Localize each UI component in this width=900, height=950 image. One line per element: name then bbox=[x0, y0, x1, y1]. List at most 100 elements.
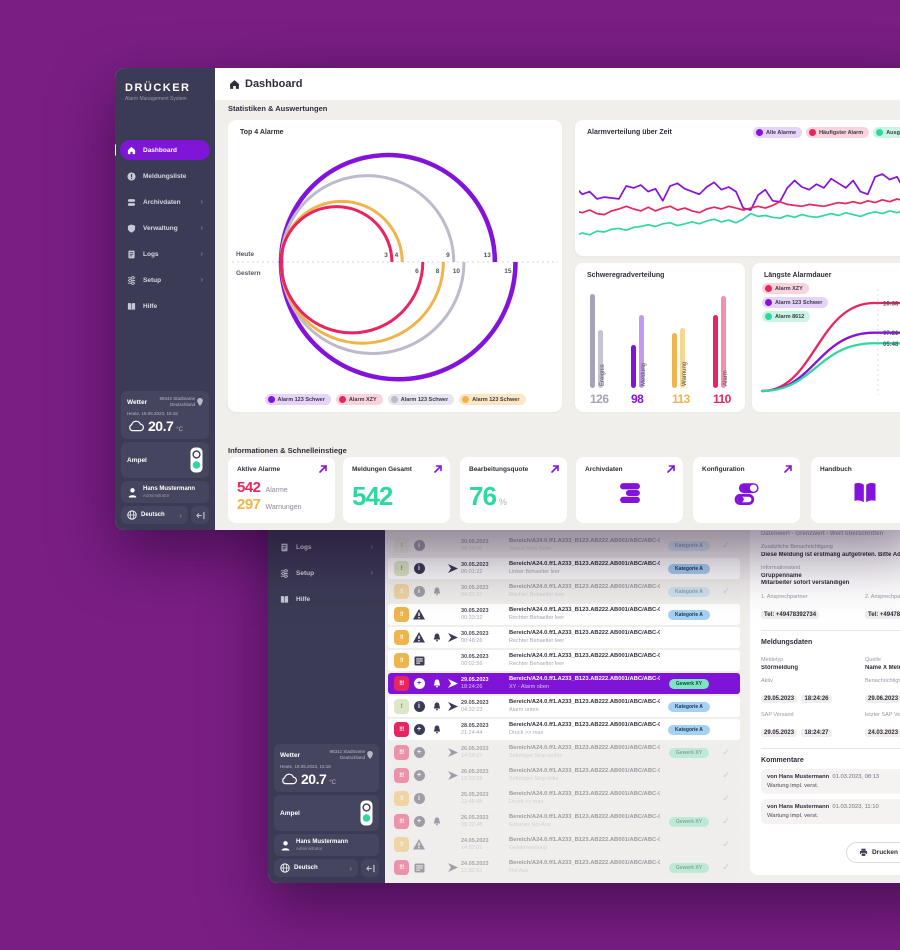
weather-temp: 20.7 bbox=[301, 771, 327, 787]
weather-location: 98342 Stadtname Deutschland bbox=[329, 749, 373, 761]
card-meldungen-gesamt[interactable]: Meldungen Gesamt 542 bbox=[343, 457, 450, 523]
table-row[interactable]: !! 24.05.2023 14:52:01 Bereich/A24.0.ff1.… bbox=[388, 834, 740, 855]
letzter-sap-date: 24.03.2023 bbox=[865, 729, 900, 737]
card-konfiguration[interactable]: Konfiguration bbox=[693, 457, 800, 523]
sidebar-item-setup[interactable]: Setup › bbox=[120, 270, 210, 290]
sidebar-item-label: Logs bbox=[143, 250, 159, 258]
sidebar-item-label: Setup bbox=[296, 569, 315, 577]
user-widget[interactable]: Hans Mustermann Administrator bbox=[274, 834, 379, 856]
aktiv-date: 29.05.2023 bbox=[761, 695, 798, 703]
forward-arrow-icon bbox=[448, 679, 458, 688]
table-row[interactable]: !!! + 26.05.2023 08:22:48 Bereich/A24.0.f… bbox=[388, 811, 740, 832]
info-circle-icon: i bbox=[413, 586, 425, 597]
user-role: Administrator bbox=[143, 493, 170, 498]
row-datetime: 30.05.2023 00:48:26 bbox=[461, 630, 489, 644]
print-button[interactable]: Drucken bbox=[845, 842, 900, 863]
bar-value: 126 bbox=[590, 392, 609, 406]
table-row[interactable]: !! 30.05.2023 00:02:56 Bereich/A24.0.ff1.… bbox=[388, 650, 740, 671]
bell-icon bbox=[433, 725, 441, 734]
forward-arrow-icon bbox=[448, 771, 458, 780]
sidebar-item-label: Logs bbox=[296, 543, 312, 551]
forward-arrow-icon bbox=[448, 748, 458, 757]
check-icon: ✓ bbox=[722, 816, 730, 826]
chart-legend: Alarm 123 Schwer Alarm XZY Alarm 123 Schwe… bbox=[228, 394, 562, 405]
severity-badge: !! bbox=[394, 653, 409, 668]
sidebar-item-label: Hilfe bbox=[296, 595, 311, 603]
category-pill: Gewerk XY bbox=[668, 678, 710, 689]
legend-dot-icon bbox=[765, 313, 772, 320]
table-row[interactable]: !!! + 26.05.2023 10:33:58 Bereich/A24.0.f… bbox=[388, 765, 740, 786]
chart-legend: Alarm XZY Alarm 123 Schwer Alarm 8612 bbox=[762, 283, 829, 322]
table-row[interactable]: ! i 30.05.2023 06:01:22 Bereich/A24.0.ff1… bbox=[388, 558, 740, 579]
home-icon bbox=[127, 146, 139, 155]
severity-badge: !! bbox=[394, 630, 409, 645]
contact2-tel: Tel: +49478392734 bbox=[865, 611, 900, 619]
table-row[interactable]: !!! + 28.05.2023 21:24:44 Bereich/A24.0.f… bbox=[388, 719, 740, 740]
bar-group-meldung: Meldung 98 bbox=[631, 294, 665, 406]
table-row[interactable]: !!! + 29.05.2023 18:24:26 Bereich/A24.0.f… bbox=[388, 673, 740, 694]
svg-text:8: 8 bbox=[436, 268, 440, 275]
stat-value: 542 bbox=[237, 479, 261, 496]
card-aktive-alarme[interactable]: Aktive Alarme 542 Alarme 297 Warnungen bbox=[228, 457, 335, 523]
book-icon bbox=[851, 479, 879, 507]
stat-value: 542 bbox=[352, 481, 393, 511]
traffic-light-icon bbox=[190, 447, 203, 473]
sidebar-item-setup[interactable]: Setup › bbox=[273, 563, 380, 583]
row-datetime: 24.05.2023 14:52:01 bbox=[461, 837, 489, 851]
alarm-circle-icon: + bbox=[413, 770, 425, 781]
card-handbuch[interactable]: Handbuch bbox=[811, 457, 900, 523]
table-row[interactable]: !!! + 26.05.2023 14:58:27 Bereich/A24.0.f… bbox=[388, 742, 740, 763]
table-row[interactable]: !! 30.05.2023 00:48:26 Bereich/A24.0.ff1.… bbox=[388, 627, 740, 648]
category-pill: Kategorie A bbox=[668, 609, 710, 620]
table-row[interactable]: !! i 30.05.2023 04:32:37 Bereich/A24.0.ff… bbox=[388, 581, 740, 602]
language-selector[interactable]: Deutsch › bbox=[274, 859, 358, 877]
category-pill: Gewerk XY bbox=[668, 747, 710, 758]
sidebar-item-verwaltung[interactable]: Verwaltung › bbox=[120, 218, 210, 238]
table-row[interactable]: !! 30.05.2023 00:33:32 Bereich/A24.0.ff1.… bbox=[388, 604, 740, 625]
table-row[interactable]: !! i 25.05.2023 22:48:48 Bereich/A24.0.ff… bbox=[388, 788, 740, 809]
card-archivdaten[interactable]: Archivdaten bbox=[576, 457, 683, 523]
bar-value: 113 bbox=[672, 392, 690, 406]
user-name: Hans Mustermann bbox=[296, 839, 349, 845]
row-text: Bereich/A24.0.ff1.A233_B123.AB222.AB001/… bbox=[509, 561, 660, 575]
severity-badge: !! bbox=[394, 791, 409, 806]
card-bearbeitungsquote[interactable]: Bearbeitungsquote 76% bbox=[460, 457, 567, 523]
bar-light bbox=[721, 295, 726, 388]
row-text: Bereich/A24.0.ff1.A233_B123.AB222.AB001/… bbox=[509, 722, 660, 736]
bell-icon bbox=[433, 587, 441, 596]
contact1-tel: Tel: +49478392734 bbox=[761, 611, 820, 619]
sidebar-item-logs[interactable]: Logs › bbox=[273, 537, 380, 557]
collapse-sidebar-button[interactable] bbox=[361, 859, 379, 877]
bell-icon bbox=[433, 817, 441, 826]
severity-badge: !!! bbox=[394, 676, 409, 691]
sidebar-item-hilfe[interactable]: Hilfe bbox=[273, 589, 380, 609]
card-title: Bearbeitungsquote bbox=[469, 466, 529, 473]
row-datetime: 26.05.2023 08:22:48 bbox=[461, 814, 489, 828]
table-row[interactable]: !!! 24.05.2023 11:36:43 Bereich/A24.0.ff1… bbox=[388, 857, 740, 878]
bar-light bbox=[680, 327, 685, 388]
dashboard-main: Dashboard Statistiken & Auswertungen Top… bbox=[215, 68, 900, 530]
sidebar-item-label: Setup bbox=[143, 276, 162, 284]
sidebar-item-dashboard[interactable]: Dashboard bbox=[115, 140, 210, 160]
stat-value: 297 bbox=[237, 496, 261, 513]
table-row[interactable]: ! i 30.05.2023 06:10:45 Bereich/A24.0.ff1… bbox=[388, 535, 740, 556]
user-widget[interactable]: Hans Mustermann Administrator bbox=[121, 481, 209, 503]
sidebar-item-meldungsliste[interactable]: Meldungsliste bbox=[120, 166, 210, 186]
legend-item: Alarm XZY bbox=[762, 283, 809, 294]
check-icon: ✓ bbox=[722, 540, 730, 550]
language-selector[interactable]: Deutsch › bbox=[121, 506, 188, 524]
weather-widget: Wetter 98342 Stadtname Deutschland Heute,… bbox=[274, 744, 379, 792]
printer-icon bbox=[859, 848, 868, 857]
table-row[interactable]: ! i 29.05.2023 04:32:23 Bereich/A24.0.ff1… bbox=[388, 696, 740, 717]
globe-icon bbox=[127, 510, 137, 520]
weather-title: Wetter bbox=[127, 398, 148, 406]
sidebar-item-logs[interactable]: Logs › bbox=[120, 244, 210, 264]
sidebar-item-hilfe[interactable]: Hilfe bbox=[120, 296, 210, 316]
weather-unit: °C bbox=[329, 780, 336, 786]
svg-text:13: 13 bbox=[484, 252, 492, 259]
sidebar-item-archivdaten[interactable]: Archivdaten › bbox=[120, 192, 210, 212]
chevron-right-icon: › bbox=[200, 275, 203, 284]
toggles-icon bbox=[732, 479, 762, 507]
collapse-sidebar-button[interactable] bbox=[191, 506, 209, 524]
